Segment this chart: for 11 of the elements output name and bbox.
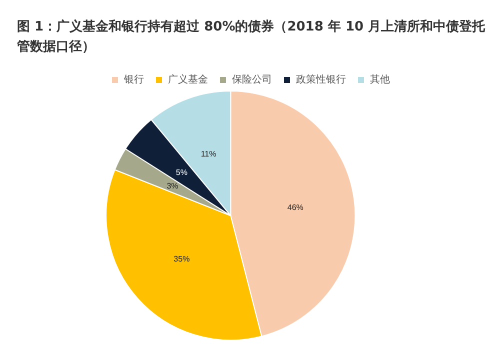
legend-label: 银行 — [123, 74, 144, 86]
data-label: 11% — [200, 150, 216, 159]
data-label: 5% — [176, 168, 188, 177]
legend-label: 广义基金 — [168, 74, 208, 86]
legend-label: 政策性银行 — [296, 74, 346, 86]
data-label: 35% — [174, 254, 190, 264]
legend-label: 保险公司 — [232, 74, 272, 86]
legend-label: 其他 — [370, 74, 390, 86]
chart-title: 图 1：广义基金和银行持有超过 80%的债券（2018 年 10 月上清所和中债登托管数据口径） — [16, 18, 486, 54]
data-label: 3% — [166, 181, 178, 190]
data-label: 46% — [287, 202, 304, 212]
